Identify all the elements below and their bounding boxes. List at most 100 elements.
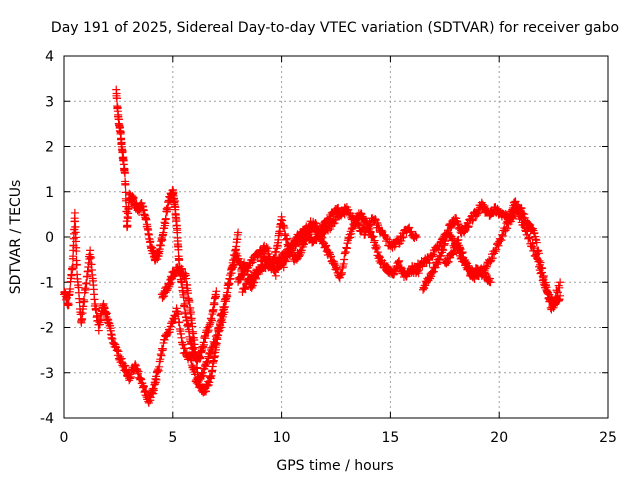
x-axis-label: GPS time / hours	[276, 458, 393, 474]
data-point	[549, 299, 558, 308]
data-point	[102, 309, 111, 318]
data-point	[250, 256, 259, 265]
data-point	[81, 285, 90, 294]
data-point	[312, 236, 321, 245]
data-point	[532, 250, 541, 259]
x-tick-label: 15	[381, 430, 399, 446]
data-point	[555, 283, 564, 292]
y-tick-label: 1	[45, 185, 54, 201]
data-point	[543, 289, 552, 298]
data-point	[66, 285, 75, 294]
data-point	[114, 347, 123, 356]
data-point	[330, 219, 339, 228]
data-point	[129, 193, 138, 202]
data-point	[199, 371, 208, 380]
data-point	[548, 301, 557, 310]
data-point	[486, 278, 495, 287]
data-point	[234, 228, 243, 237]
data-point	[539, 275, 548, 284]
data-point	[354, 219, 363, 228]
data-point	[503, 224, 512, 233]
data-point	[281, 256, 290, 265]
y-tick-label: -4	[40, 411, 54, 427]
data-point	[332, 215, 340, 224]
data-point	[411, 230, 420, 239]
y-tick-label: 4	[45, 49, 54, 65]
data-point	[265, 252, 274, 261]
data-point	[186, 308, 195, 317]
data-point	[538, 276, 547, 285]
x-tick-label: 0	[60, 430, 69, 446]
series-7	[419, 197, 565, 312]
data-point	[339, 208, 348, 217]
data-point	[297, 234, 306, 243]
data-point	[398, 233, 407, 242]
data-point	[185, 298, 194, 307]
data-point	[121, 180, 130, 189]
data-point	[199, 340, 208, 349]
data-point	[371, 215, 380, 224]
data-point	[263, 244, 272, 253]
data-point	[480, 201, 489, 210]
data-point	[553, 288, 562, 297]
data-point	[395, 256, 404, 265]
x-axis-ticks: 0 5 10 15 20 25	[60, 56, 617, 446]
data-point	[487, 256, 496, 265]
data-point	[372, 242, 381, 251]
data-point	[370, 236, 379, 245]
data-point	[152, 375, 161, 384]
data-point	[226, 274, 235, 283]
data-point	[425, 258, 434, 267]
data-point	[435, 242, 444, 251]
series-6	[236, 203, 349, 284]
data-point	[491, 246, 500, 255]
data-point	[180, 299, 189, 308]
data-point	[192, 355, 201, 364]
data-point	[262, 243, 271, 252]
data-point	[407, 227, 416, 236]
data-point	[281, 257, 290, 266]
data-point	[498, 231, 507, 240]
data-point	[550, 299, 559, 308]
data-point	[294, 238, 303, 247]
data-point	[174, 310, 183, 319]
data-point	[353, 220, 362, 229]
data-point	[306, 217, 315, 226]
y-tick-label: 0	[45, 230, 54, 246]
data-point	[532, 238, 541, 247]
data-point	[76, 310, 85, 319]
data-point	[412, 233, 421, 241]
data-point	[530, 244, 539, 253]
data-point	[399, 233, 408, 242]
series-9	[440, 235, 495, 287]
grid	[64, 56, 608, 418]
data-point	[498, 230, 507, 239]
data-point	[542, 286, 551, 295]
data-point	[534, 257, 543, 266]
data-point	[488, 254, 497, 263]
data-point	[429, 250, 438, 259]
data-point	[279, 263, 288, 272]
data-point	[325, 214, 334, 223]
data-point	[516, 212, 525, 221]
data-point	[411, 231, 420, 240]
data-point	[179, 340, 188, 349]
data-point	[532, 253, 541, 262]
data-point	[67, 271, 76, 280]
data-point	[70, 208, 79, 217]
data-point	[86, 253, 95, 262]
x-tick-label: 20	[490, 430, 508, 446]
series-2	[112, 85, 221, 365]
data-point	[524, 234, 533, 243]
data-point	[223, 288, 232, 297]
data-point	[497, 236, 506, 245]
data-point	[390, 242, 399, 251]
data-point	[439, 246, 448, 255]
y-tick-label: -1	[40, 275, 54, 291]
y-axis-ticks: -4 -3 -2 -1 0 1 2 3 4	[40, 49, 608, 427]
data-point	[241, 285, 250, 294]
y-tick-label: 2	[45, 140, 54, 156]
data-point	[179, 293, 188, 302]
data-point	[82, 279, 91, 288]
data-point	[340, 210, 349, 219]
